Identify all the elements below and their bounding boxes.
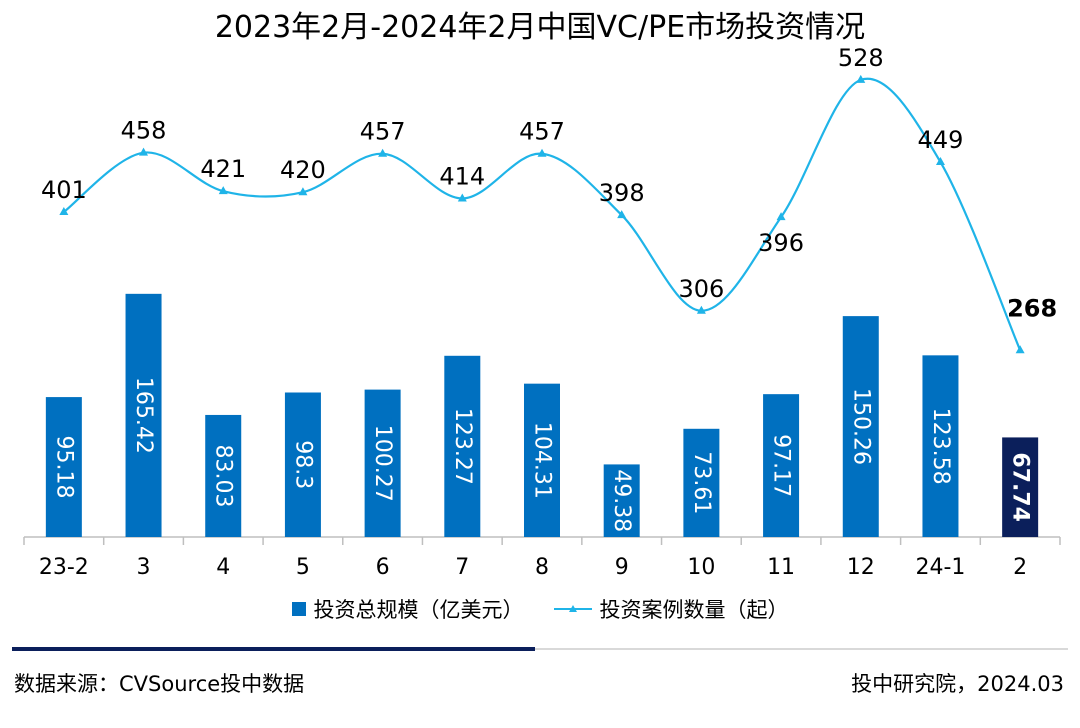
legend-line-label: 投资案例数量（起） [599, 598, 789, 622]
bar [603, 464, 640, 537]
line-value-label: 414 [439, 162, 485, 190]
line-point [776, 212, 786, 221]
bar-value-label: 104.31 [530, 422, 555, 499]
credit-note: 投中研究院，2024.03 [851, 672, 1064, 696]
bar-value-label: 165.42 [131, 377, 156, 454]
bar-value-label: 123.27 [450, 408, 475, 485]
line-value-label: 528 [838, 44, 884, 72]
legend: 投资总规模（亿美元） 投资案例数量（起） [0, 594, 1080, 624]
line-point [935, 157, 945, 166]
x-tick-label: 3 [137, 555, 151, 580]
x-tick-label: 24-1 [915, 555, 965, 580]
bar [763, 394, 800, 537]
x-tick-label: 4 [216, 555, 230, 580]
chart-title: 2023年2月-2024年2月中国VC/PE市场投资情况 [214, 10, 866, 45]
bar [922, 355, 959, 537]
line-point [59, 206, 69, 215]
x-tick-label: 5 [296, 555, 310, 580]
bar-value-label: 100.27 [370, 425, 395, 502]
legend-bar-swatch [291, 602, 306, 616]
bar-value-label: 83.03 [211, 444, 236, 507]
line-value-label: 398 [599, 179, 645, 207]
line-value-label: 268 [1007, 294, 1057, 322]
bar [205, 414, 242, 537]
line-point [856, 74, 866, 83]
line-value-label: 457 [360, 118, 406, 146]
line-point [298, 187, 308, 196]
line-point [617, 210, 627, 219]
source-note: 数据来源：CVSource投中数据 [14, 672, 305, 696]
footer-divider-dark [12, 647, 535, 651]
bar [284, 392, 321, 537]
x-tick-label: 6 [376, 555, 390, 580]
bar-value-label: 97.17 [769, 434, 794, 497]
legend-line-swatch [553, 605, 592, 612]
bar [364, 389, 401, 537]
bar [125, 293, 162, 537]
x-tick-label: 8 [535, 555, 549, 580]
bar-value-label: 123.58 [928, 408, 953, 485]
line-point [378, 148, 388, 157]
x-tick-label: 10 [687, 555, 715, 580]
line-point [1015, 345, 1025, 354]
bar [842, 316, 879, 537]
line-series-path [63, 77, 1022, 351]
bar [45, 397, 82, 537]
line-point [139, 147, 149, 156]
bar [524, 383, 560, 537]
x-tick-label: 12 [847, 555, 875, 580]
line-point [218, 186, 228, 195]
x-tick-label: 7 [455, 555, 469, 580]
line-point [457, 193, 467, 202]
x-tick-label: 23-2 [39, 555, 89, 580]
line-value-label: 306 [678, 275, 724, 303]
bar-value-label: 98.3 [290, 440, 315, 489]
line-value-label: 401 [41, 176, 87, 204]
line-value-label: 421 [200, 155, 246, 183]
chart-plot: 23-2 3 4 5 6 7 8 9 10 11 12 24-1 2 95.18 165.42 83.03 98… [23, 44, 1061, 580]
line-value-label: 457 [519, 118, 565, 146]
legend-item-line[interactable]: 投资案例数量（起） [553, 594, 789, 624]
bar-value-label: 150.26 [848, 388, 873, 465]
bar [683, 428, 720, 537]
x-tick-label: 11 [767, 555, 795, 580]
x-tick-label: 9 [615, 555, 629, 580]
bar-value-label: 73.61 [689, 451, 714, 514]
legend-item-bar[interactable]: 投资总规模（亿美元） [291, 594, 524, 624]
x-tick-label: 2 [1013, 555, 1027, 580]
bar-value-label: 95.18 [51, 436, 76, 499]
bar [1002, 437, 1039, 537]
line-point [696, 305, 706, 314]
footer-divider-light [535, 648, 1068, 650]
line-value-label: 458 [121, 117, 167, 145]
line-value-label: 396 [758, 229, 804, 257]
line-value-label: 420 [280, 156, 326, 184]
line-value-label: 449 [918, 126, 964, 154]
legend-bar-label: 投资总规模（亿美元） [313, 598, 524, 622]
line-point [537, 148, 547, 157]
bar [444, 355, 481, 537]
bar-value-label: 67.74 [1008, 452, 1033, 522]
bar-value-label: 49.38 [609, 469, 634, 532]
